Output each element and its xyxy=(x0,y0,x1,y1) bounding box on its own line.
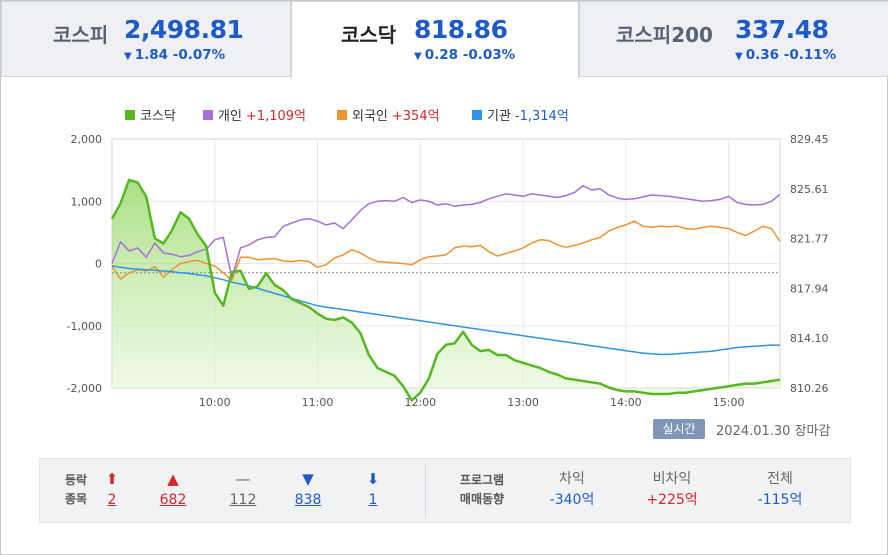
tab-kospi-name: 코스피 xyxy=(53,23,109,47)
legend-label: 개인 +1,109억 xyxy=(218,109,306,124)
program-stat-label: 전체 xyxy=(767,471,793,487)
legend-value: +354억 xyxy=(392,109,440,124)
program-stat-label: 차익 xyxy=(559,471,585,487)
down-triangle-icon: ▼ xyxy=(302,470,314,488)
legend-swatch xyxy=(203,110,213,120)
updown-count[interactable]: 2 xyxy=(107,492,117,508)
series-area-kosdaq xyxy=(112,179,780,401)
updown-stat-upper-limit-arrow[interactable]: ⬆ 2 xyxy=(92,469,132,511)
y-right-tick-label: 810.26 xyxy=(790,382,829,395)
updown-count[interactable]: 682 xyxy=(159,492,187,508)
unchanged-dash-icon: — xyxy=(235,470,251,488)
legend-item: 개인 +1,109억 xyxy=(203,109,306,124)
tab-kosdaq-value: 818.86 xyxy=(414,15,508,44)
tab-kospi200[interactable]: 코스피200 337.48 ▼ 0.36 -0.11% xyxy=(579,1,888,77)
series-line-institution xyxy=(111,265,781,356)
x-tick-label: 15:00 xyxy=(713,396,745,409)
y-left-tick-label: 1,000 xyxy=(71,195,103,208)
legend-label: 코스닥 xyxy=(140,109,176,124)
program-stat-value: +225억 xyxy=(646,492,698,508)
legend-label: 기관 -1,314억 xyxy=(487,109,569,124)
y-left-tick-label: 2,000 xyxy=(71,133,103,146)
y-right-tick-label: 829.45 xyxy=(790,133,829,146)
x-tick-label: 14:00 xyxy=(610,396,642,409)
legend-value: -1,314억 xyxy=(515,109,569,124)
tab-kospi-change: ▼ 1.84 -0.07% xyxy=(124,47,226,63)
tab-kospi-value: 2,498.81 xyxy=(124,15,244,44)
updown-stat-up-triangle[interactable]: ▲ 682 xyxy=(153,469,193,511)
updown-count[interactable]: 1 xyxy=(368,492,378,508)
updown-count[interactable]: 112 xyxy=(229,492,257,508)
tab-kosdaq-name: 코스닥 xyxy=(341,23,397,47)
tab-kospi200-value: 337.48 xyxy=(735,15,829,44)
program-stat: 비차익 +225억 xyxy=(612,469,732,511)
series-line-kosdaq xyxy=(110,178,781,402)
market-summary-panel: 등락 종목 ⬆ 2 ▲ 682—112 ▼ 838 ⬇ 1 프로그램 매매동향 차익 -340억… xyxy=(39,458,851,523)
up-triangle-icon: ▲ xyxy=(167,470,179,488)
updown-stat-lower-limit-arrow[interactable]: ⬇ 1 xyxy=(353,469,393,511)
x-tick-label: 10:00 xyxy=(199,396,231,409)
realtime-badge[interactable]: 실시간 xyxy=(653,419,705,439)
x-tick-label: 13:00 xyxy=(507,396,539,409)
series-line-foreign xyxy=(111,220,781,282)
lower-limit-arrow-icon: ⬇ xyxy=(366,470,380,488)
legend-swatch xyxy=(337,110,347,120)
y-right-tick-label: 814.10 xyxy=(790,332,829,345)
series-line-individual xyxy=(111,184,781,279)
tab-kospi200-change: ▼ 0.36 -0.11% xyxy=(735,47,837,63)
y-right-tick-label: 821.77 xyxy=(790,233,829,246)
tab-kosdaq-change: ▼ 0.28 -0.03% xyxy=(414,47,516,63)
realtime-date: 2024.01.30 장마감 xyxy=(716,424,831,439)
y-left-tick-label: -1,000 xyxy=(67,320,102,333)
down-triangle-icon: ▼ xyxy=(414,51,422,62)
program-label: 프로그램 매매동향 xyxy=(459,473,505,506)
down-triangle-icon: ▼ xyxy=(124,51,132,62)
market-status: 장마감 xyxy=(794,424,831,439)
tab-kospi200-name: 코스피200 xyxy=(616,23,713,47)
program-stat: 전체 -115억 xyxy=(720,469,840,511)
legend-item: 외국인 +354억 xyxy=(337,109,440,124)
program-stat-label: 비차익 xyxy=(652,471,692,487)
program-stat-value: -340억 xyxy=(549,492,595,508)
updown-stat-down-triangle[interactable]: ▼ 838 xyxy=(288,469,328,511)
legend-swatch xyxy=(472,110,482,120)
tab-kosdaq[interactable]: 코스닥 818.86 ▼ 0.28 -0.03% xyxy=(291,1,579,79)
y-left-tick-label: 0 xyxy=(95,258,102,271)
program-stat: 차익 -340억 xyxy=(512,469,632,511)
index-tabs: 코스피 2,498.81 ▼ 1.84 -0.07% 코스닥 818.86 ▼ 0.… xyxy=(1,1,888,79)
legend-value: +1,109억 xyxy=(246,109,306,124)
y-right-tick-label: 817.94 xyxy=(790,282,829,295)
program-stat-value: -115억 xyxy=(757,492,803,508)
down-triangle-icon: ▼ xyxy=(735,51,743,62)
updown-stat-unchanged-dash[interactable]: — 112 xyxy=(223,469,263,511)
x-tick-label: 11:00 xyxy=(302,396,334,409)
intraday-chart: 2,000 1,000 0 -1,000 -2,000 829.45 825.61 821.7… xyxy=(67,109,829,409)
legend-item: 기관 -1,314억 xyxy=(472,109,569,124)
tab-kospi[interactable]: 코스피 2,498.81 ▼ 1.84 -0.07% xyxy=(1,1,291,77)
legend-label: 외국인 +354억 xyxy=(352,109,440,124)
y-left-tick-label: -2,000 xyxy=(67,382,102,395)
updown-count[interactable]: 838 xyxy=(294,492,322,508)
legend-item: 코스닥 xyxy=(125,109,176,124)
panel-divider xyxy=(425,465,426,517)
legend-swatch xyxy=(125,110,135,120)
upper-limit-arrow-icon: ⬆ xyxy=(105,470,119,488)
y-right-tick-label: 825.61 xyxy=(790,183,829,196)
updown-label: 등락 종목 xyxy=(64,473,88,506)
